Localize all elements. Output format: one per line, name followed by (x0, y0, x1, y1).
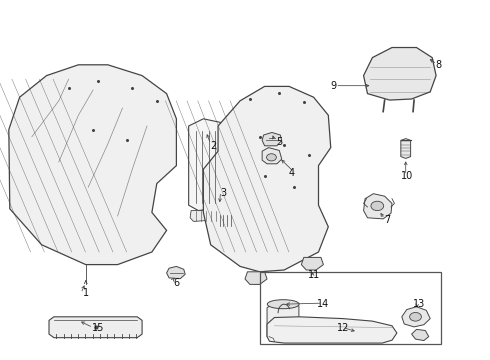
Text: 2: 2 (210, 141, 216, 151)
Polygon shape (401, 139, 411, 158)
Circle shape (267, 154, 276, 161)
Polygon shape (9, 65, 176, 265)
Polygon shape (402, 307, 430, 327)
Ellipse shape (268, 300, 299, 309)
Polygon shape (262, 148, 282, 164)
Polygon shape (167, 266, 185, 279)
Bar (260, 272, 441, 344)
Text: 11: 11 (308, 270, 319, 280)
Polygon shape (203, 86, 331, 272)
Polygon shape (267, 317, 397, 343)
Polygon shape (364, 194, 392, 219)
Text: 4: 4 (289, 168, 294, 178)
Polygon shape (267, 302, 299, 341)
Text: 3: 3 (220, 188, 226, 198)
Polygon shape (412, 329, 429, 341)
Polygon shape (262, 132, 282, 146)
Circle shape (410, 312, 421, 321)
Text: 7: 7 (384, 215, 390, 225)
Polygon shape (245, 272, 267, 284)
Polygon shape (49, 317, 142, 338)
Text: 15: 15 (92, 323, 104, 333)
Text: 12: 12 (337, 323, 349, 333)
Circle shape (371, 201, 384, 211)
Text: 8: 8 (436, 60, 441, 70)
Text: 6: 6 (173, 278, 179, 288)
Text: 13: 13 (413, 299, 425, 309)
Text: 10: 10 (401, 171, 413, 181)
Text: 5: 5 (276, 137, 282, 147)
Polygon shape (190, 211, 221, 221)
Polygon shape (189, 119, 220, 211)
Text: 1: 1 (83, 288, 89, 298)
Text: 14: 14 (318, 299, 329, 309)
Text: 9: 9 (330, 81, 336, 91)
Polygon shape (364, 48, 436, 100)
Polygon shape (301, 257, 323, 270)
